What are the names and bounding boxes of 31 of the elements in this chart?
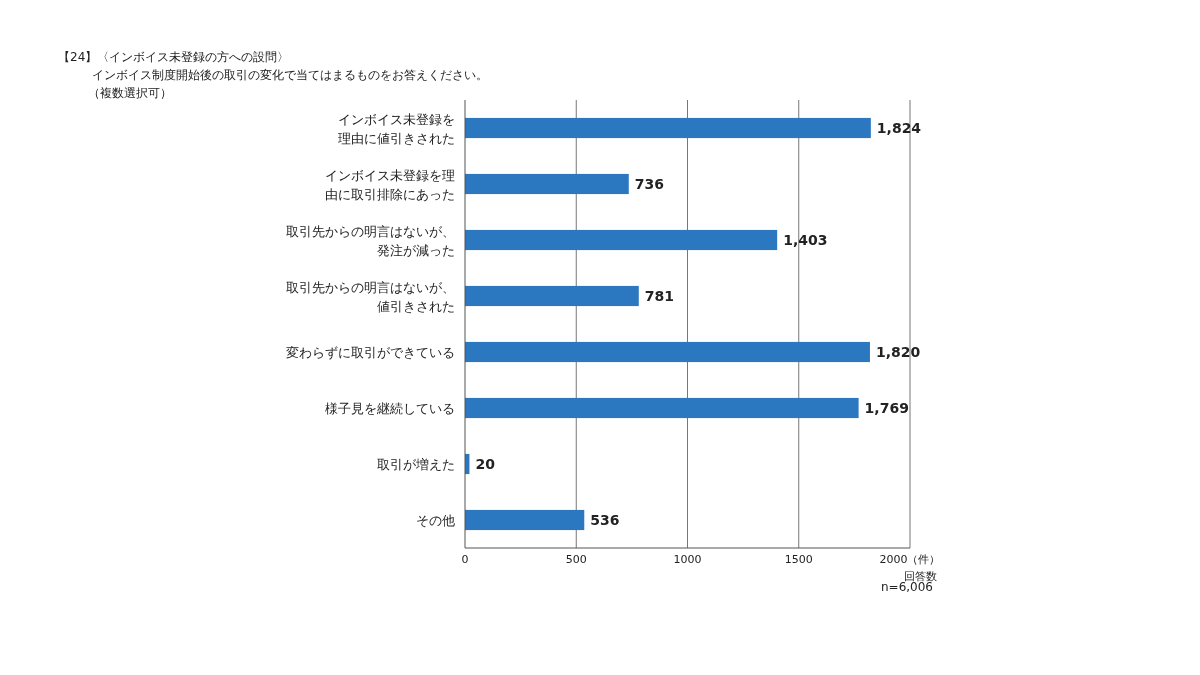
y-tick-label: 様子見を継続している xyxy=(325,401,455,416)
y-tick-label: インボイス未登録を理由に取引排除にあった xyxy=(325,167,455,202)
data-label: 1,824 xyxy=(876,120,922,136)
data-label: 1,403 xyxy=(783,232,828,248)
bar xyxy=(465,173,629,195)
y-tick-label: 取引が増えた xyxy=(377,457,455,472)
bar xyxy=(465,341,870,363)
y-tick-label: 変わらずに取引ができている xyxy=(286,345,455,360)
y-tick-label: 取引先からの明言はないが、発注が減った xyxy=(286,223,455,258)
bar xyxy=(465,509,585,531)
data-label: 1,769 xyxy=(864,400,909,416)
bar xyxy=(465,397,859,419)
data-label: 536 xyxy=(590,512,620,528)
text: 【24】〈インボイス未登録の方への設問〉 xyxy=(58,50,290,64)
y-tick-label: 取引先からの明言はないが、値引きされた xyxy=(286,279,455,314)
bar xyxy=(465,229,778,251)
x-tick-label: 500 xyxy=(565,553,587,566)
x-axis-title: 回答数 xyxy=(903,570,937,583)
data-label: 736 xyxy=(634,176,664,192)
x-tick-label: 0 xyxy=(461,553,469,566)
data-label: 781 xyxy=(644,288,675,304)
x-tick-label: 1500 xyxy=(784,553,813,566)
y-tick-label: インボイス未登録を理由に値引きされた xyxy=(338,111,455,146)
x-tick-label: 1000 xyxy=(673,553,702,566)
bar xyxy=(465,117,871,139)
data-label: 20 xyxy=(475,456,496,472)
y-tick-label: その他 xyxy=(416,513,455,528)
bar xyxy=(465,285,639,307)
text: インボイス制度開始後の取引の変化で当てはまるものをお答えください。（複数選択可） xyxy=(88,68,488,100)
x-tick-label: 2000（件） xyxy=(879,553,941,566)
data-label: 1,820 xyxy=(875,344,921,360)
